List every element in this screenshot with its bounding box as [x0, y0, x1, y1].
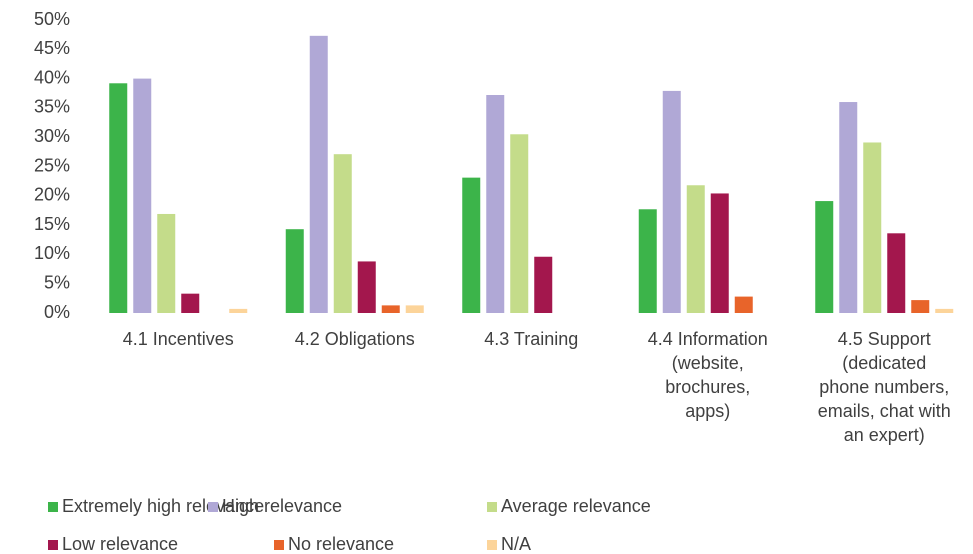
- bar: [662, 90, 681, 313]
- bar: [381, 305, 400, 313]
- bar: [734, 296, 753, 313]
- legend-swatch: [208, 502, 218, 512]
- bar: [462, 177, 481, 313]
- bar: [181, 293, 200, 313]
- legend-swatch: [274, 540, 284, 550]
- bar: [405, 305, 424, 313]
- y-tick-label: 20%: [34, 185, 70, 205]
- bar: [285, 229, 304, 313]
- legend-swatch: [487, 540, 497, 550]
- legend-label: Average relevance: [501, 496, 651, 516]
- bar: [157, 213, 176, 313]
- bar: [357, 261, 376, 313]
- y-tick-label: 35%: [34, 97, 70, 117]
- bar: [911, 300, 930, 313]
- bar: [686, 185, 705, 313]
- bar: [510, 134, 529, 313]
- legend-label: N/A: [501, 534, 531, 554]
- bar: [486, 95, 505, 314]
- y-tick-label: 50%: [34, 9, 70, 29]
- bar: [839, 102, 858, 313]
- y-tick-label: 30%: [34, 126, 70, 146]
- bar: [333, 154, 352, 313]
- y-tick-label: 45%: [34, 38, 70, 58]
- x-tick-label: 4.2 Obligations: [294, 329, 415, 349]
- y-tick-label: 5%: [44, 272, 70, 292]
- y-tick-label: 0%: [44, 302, 70, 322]
- legend-label: Low relevance: [62, 534, 178, 554]
- bar: [710, 193, 729, 313]
- bar: [133, 78, 152, 313]
- y-tick-label: 10%: [34, 243, 70, 263]
- bar: [229, 308, 248, 313]
- bar: [935, 308, 954, 313]
- y-tick-label: 40%: [34, 67, 70, 87]
- bar: [638, 209, 657, 313]
- legend-label: No relevance: [288, 534, 394, 554]
- bar: [815, 201, 834, 313]
- y-tick-label: 15%: [34, 214, 70, 234]
- x-tick-label: 4.1 Incentives: [122, 329, 234, 349]
- legend-swatch: [48, 502, 58, 512]
- y-tick-label: 25%: [34, 155, 70, 175]
- legend-swatch: [487, 502, 497, 512]
- x-tick-label: 4.5 Support (dedicated phone numbers, em…: [817, 329, 951, 445]
- bar: [309, 35, 328, 314]
- bar: [887, 233, 906, 313]
- x-tick-label: 4.4 Information (website, brochures, app…: [647, 329, 768, 421]
- legend-label: High relevance: [222, 496, 342, 516]
- bar: [109, 83, 128, 314]
- bar: [534, 256, 553, 313]
- legend-swatch: [48, 540, 58, 550]
- x-tick-label: 4.3 Training: [484, 329, 579, 349]
- bar: [863, 142, 882, 313]
